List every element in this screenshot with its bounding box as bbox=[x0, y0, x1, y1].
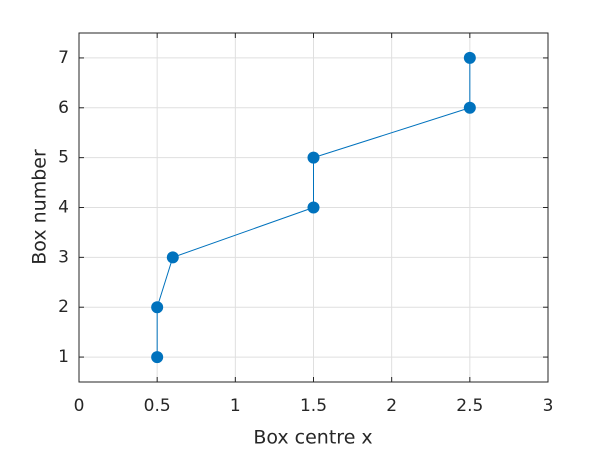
marker bbox=[151, 351, 164, 364]
x-tick-label: 0 bbox=[74, 396, 85, 416]
x-tick-label: 2 bbox=[386, 396, 397, 416]
marker bbox=[166, 251, 179, 264]
x-tick-label: 3 bbox=[543, 396, 554, 416]
marker bbox=[151, 301, 164, 314]
marker bbox=[463, 101, 476, 114]
y-tick-label: 5 bbox=[58, 148, 69, 168]
y-tick-label: 1 bbox=[58, 347, 69, 367]
x-axis-label: Box centre x bbox=[253, 427, 372, 449]
y-tick-label: 2 bbox=[58, 297, 69, 317]
x-tick-label: 1 bbox=[230, 396, 241, 416]
y-tick-label: 7 bbox=[58, 48, 69, 68]
y-axis-label: Box number bbox=[29, 149, 51, 265]
x-tick-label: 0.5 bbox=[144, 396, 171, 416]
y-tick-label: 6 bbox=[58, 98, 69, 118]
marker bbox=[307, 151, 320, 164]
x-tick-label: 1.5 bbox=[300, 396, 327, 416]
y-tick-label: 4 bbox=[58, 198, 69, 218]
marker bbox=[307, 201, 320, 214]
marker bbox=[463, 51, 476, 64]
x-tick-label: 2.5 bbox=[456, 396, 483, 416]
y-tick-label: 3 bbox=[58, 247, 69, 267]
